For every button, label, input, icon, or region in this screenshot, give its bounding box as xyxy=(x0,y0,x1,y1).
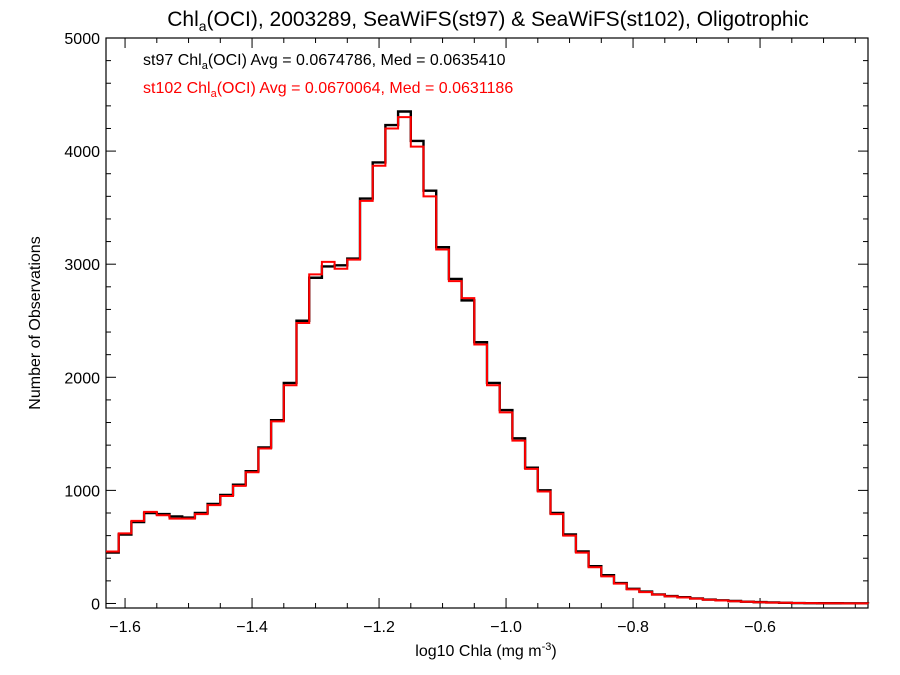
legend-annotation-st97: st97 Chla(OCI) Avg = 0.0674786, Med = 0.… xyxy=(143,52,506,72)
y-tick-label: 1000 xyxy=(64,483,100,500)
y-tick-label: 2000 xyxy=(64,370,100,387)
x-tick-label: −0.6 xyxy=(744,619,776,636)
y-tick-label: 4000 xyxy=(64,144,100,161)
chart-title-sub: a xyxy=(199,18,207,34)
annotation-st102-sub: a xyxy=(211,88,218,100)
x-tick-label: −1.6 xyxy=(109,619,141,636)
y-tick-label: 3000 xyxy=(64,257,100,274)
x-tick-label: −1.2 xyxy=(363,619,395,636)
x-axis-label: log10 Chla (mg m-3) xyxy=(415,641,556,660)
legend-annotation-st102: st102 Chla(OCI) Avg = 0.0670064, Med = 0… xyxy=(143,80,513,100)
y-tick-label: 0 xyxy=(91,596,100,613)
annotation-st97-sub: a xyxy=(202,60,209,72)
y-tick-label: 5000 xyxy=(64,31,100,48)
annotation-st97-pre: st97 Chl xyxy=(143,52,202,69)
annotation-st102-post: (OCI) Avg = 0.0670064, Med = 0.0631186 xyxy=(217,80,514,97)
chart-title-pre: Chl xyxy=(167,8,199,31)
x-axis-label-sup: -3 xyxy=(542,641,552,653)
x-axis-label-post: ) xyxy=(551,643,556,660)
axis-ticks: −1.6 −1.4 −1.2 −1.0 −0.8 −0.6 0 1000 2000 3000 400… xyxy=(64,31,868,636)
annotation-st102-pre: st102 Chl xyxy=(143,80,211,97)
plot-frame xyxy=(105,37,869,609)
series-st102-line xyxy=(106,116,869,605)
x-tick-label: −1.0 xyxy=(490,619,522,636)
x-axis-label-pre: log10 Chla (mg m xyxy=(415,643,541,660)
x-tick-label: −0.8 xyxy=(617,619,649,636)
chart-title-post: (OCI), 2003289, SeaWiFS(st97) & SeaWiFS(… xyxy=(207,8,809,31)
series-layer xyxy=(106,110,870,605)
y-axis-label: Number of Observations xyxy=(27,236,44,409)
annotation-st97-post: (OCI) Avg = 0.0674786, Med = 0.0635410 xyxy=(208,52,506,69)
x-tick-label: −1.4 xyxy=(236,619,268,636)
chart-title: Chla(OCI), 2003289, SeaWiFS(st97) & SeaW… xyxy=(167,8,809,34)
